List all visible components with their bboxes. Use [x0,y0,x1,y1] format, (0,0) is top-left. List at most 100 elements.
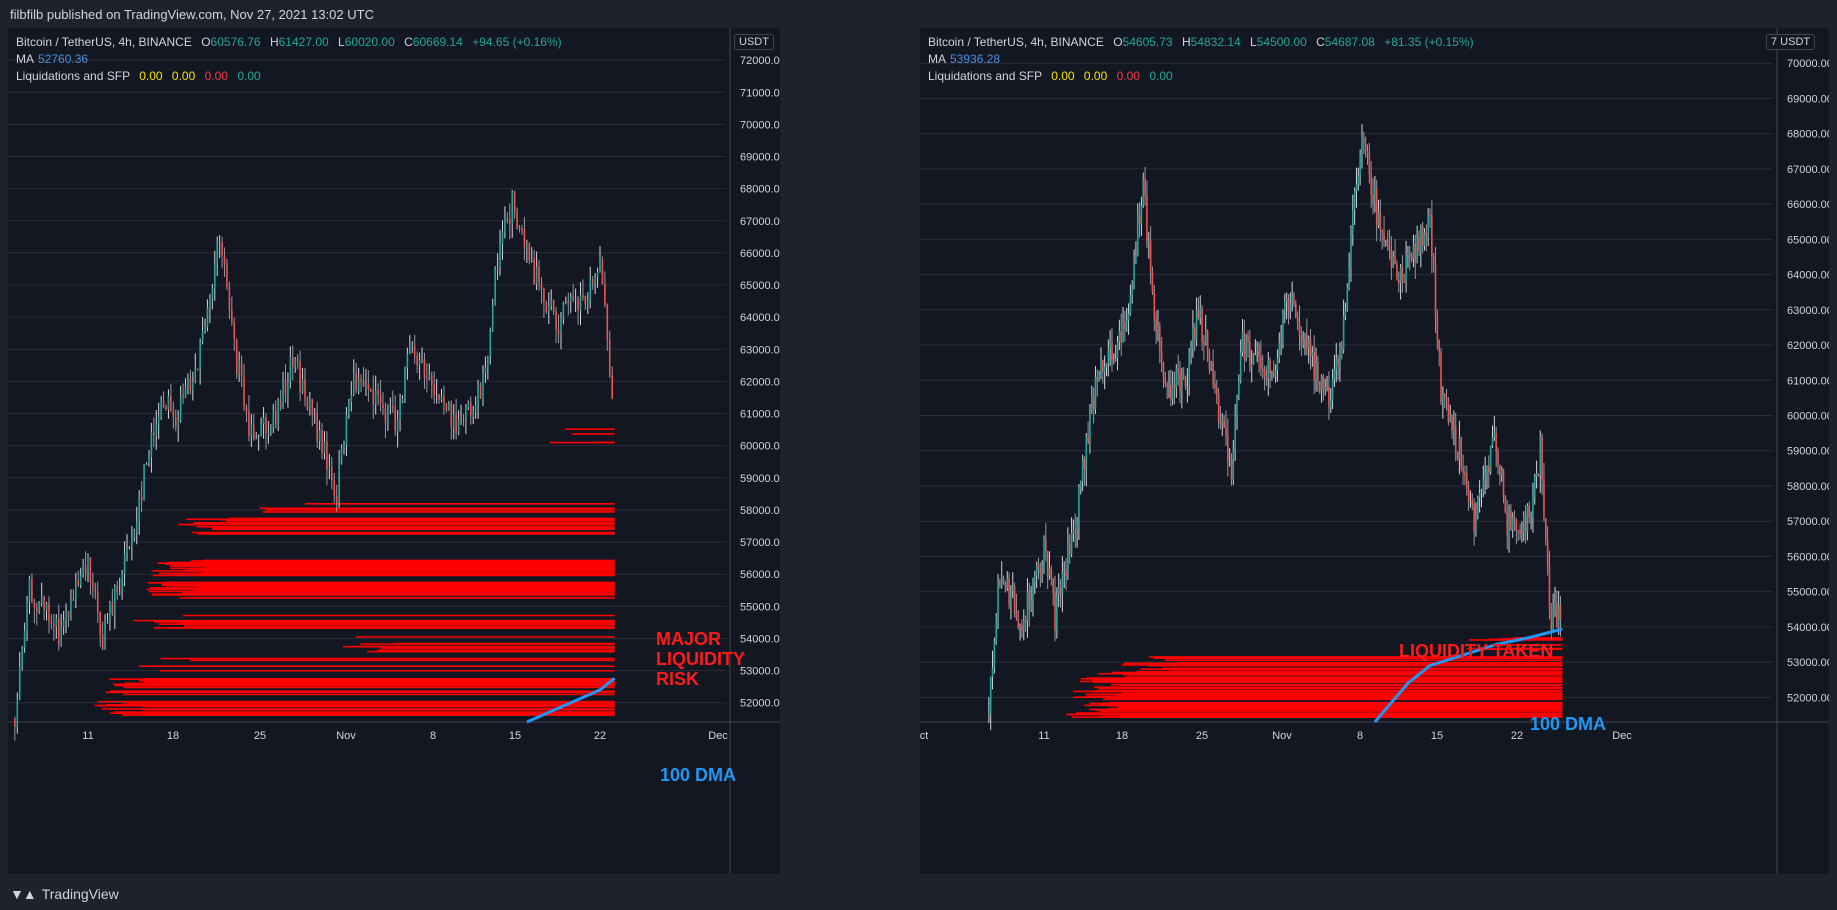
ma-100-line [1373,627,1563,723]
time-axis[interactable]: 11 18 25 Nov 8 15 22 Dec [82,730,728,742]
candles [988,123,1562,731]
ma-100-line [526,677,616,724]
chart-panel-left[interactable]: 72000.00 71000.00 70000.00 69000.00 68000.00… [8,28,780,874]
currency-label[interactable]: USDT [734,34,774,50]
legend-ma-row[interactable]: MA 52760.36 [16,51,562,68]
chart-canvas-right[interactable]: 70000.00 69000.00 68000.00 67000.00 66000.00… [920,28,1829,874]
annotation-liquidity-taken: LIQUIDITY TAKEN [1399,641,1554,661]
price-axis[interactable]: 70000.00 69000.00 68000.00 67000.00 66000.00… [1776,28,1829,874]
price-tick-label: 65000.00 [1787,234,1829,246]
price-tick-label: 68000.00 [740,184,780,196]
price-axis[interactable]: 72000.00 71000.00 70000.00 69000.00 68000.00… [729,28,780,874]
low-label: L [338,35,345,49]
tradingview-brand[interactable]: ▼▲ TradingView [10,886,119,902]
price-tick-label: 58000.00 [740,505,780,517]
price-tick-label: 56000.00 [740,569,780,581]
indicator-value-3: 0.00 [204,69,228,83]
tradingview-logo-icon: ▼▲ [10,886,37,902]
price-tick-label: 56000.00 [1787,551,1829,563]
indicator-value-1: 0.00 [139,69,163,83]
time-tick-label: 18 [167,730,179,742]
time-tick-label: 25 [254,730,266,742]
legend-indicator-row[interactable]: Liquidations and SFP 0.00 0.00 0.00 0.00 [16,68,562,85]
price-tick-label: 60000.00 [1787,411,1829,423]
time-axis[interactable]: ct 11 18 25 Nov 8 15 22 Dec [920,730,1632,742]
price-tick-label: 57000.00 [1787,516,1829,528]
high-label: H [1181,35,1191,49]
ma-label: MA [16,52,34,66]
price-tick-label: 63000.00 [740,344,780,356]
price-tick-label: 70000.00 [740,119,780,131]
ma-value: 53936.28 [950,52,1001,66]
liquidation-levels [94,428,615,716]
indicator-value-2: 0.00 [1083,69,1108,83]
time-tick-label: 11 [1038,730,1049,742]
indicator-label: Liquidations and SFP [16,69,130,83]
price-tick-label: 67000.00 [1787,164,1829,176]
price-tick-label: 69000.00 [1787,93,1829,105]
legend-ma-row[interactable]: MA 53936.28 [928,51,1474,68]
publish-text: filbfilb published on TradingView.com, N… [10,7,374,22]
time-tick-label: 15 [1431,730,1443,742]
symbol-title[interactable]: Bitcoin / TetherUS, 4h, BINANCE [928,35,1104,49]
price-tick-label: 53000.00 [740,666,780,678]
footer-bar: ▼▲ TradingView [0,878,1837,910]
price-tick-label: 69000.00 [740,152,780,164]
candles [14,189,613,741]
price-tick-label: 61000.00 [1787,375,1829,387]
chart-legend-right: Bitcoin / TetherUS, 4h, BINANCE O54605.7… [928,34,1474,85]
indicator-value-2: 0.00 [171,69,196,83]
price-tick-label: 62000.00 [740,376,780,388]
currency-label[interactable]: 7 USDT [1766,34,1816,50]
price-tick-label: 63000.00 [1787,305,1829,317]
price-tick-label: 72000.00 [740,55,780,67]
chart-canvas-left[interactable]: 72000.00 71000.00 70000.00 69000.00 68000.00… [8,28,780,874]
liquidation-levels [1066,637,1563,718]
close-label: C [404,35,413,49]
open-value: 54605.73 [1122,35,1173,49]
legend-indicator-row[interactable]: Liquidations and SFP 0.00 0.00 0.00 0.00 [928,68,1474,85]
annotation-100-dma: 100 DMA [660,765,737,785]
time-tick-label: Nov [336,730,356,742]
high-value: 54832.14 [1190,35,1241,49]
price-tick-label: 59000.00 [740,473,780,485]
open-label: O [1113,35,1123,49]
chart-panel-right[interactable]: 70000.00 69000.00 68000.00 67000.00 66000.00… [920,28,1829,874]
annotation-100-dma: 100 DMA [1530,714,1607,734]
low-value: 54500.00 [1256,35,1307,49]
price-tick-label: 59000.00 [1787,446,1829,458]
change-value: +94.65 (+0.16%) [472,35,562,49]
price-tick-label: 52000.00 [740,698,780,710]
symbol-title[interactable]: Bitcoin / TetherUS, 4h, BINANCE [16,35,192,49]
price-tick-label: 55000.00 [740,601,780,613]
time-tick-label: 22 [594,730,606,742]
price-tick-label: 55000.00 [1787,587,1829,599]
time-tick-label: 15 [509,730,521,742]
indicator-value-1: 0.00 [1051,69,1075,83]
price-tick-label: 64000.00 [1787,270,1829,282]
indicator-value-3: 0.00 [1116,69,1140,83]
price-tick-label: 64000.00 [740,312,780,324]
grid-lines [920,62,1773,698]
indicator-label: Liquidations and SFP [928,69,1042,83]
close-value: 60669.14 [412,35,463,49]
legend-ohlc-row: Bitcoin / TetherUS, 4h, BINANCE O60576.7… [16,34,562,51]
open-label: O [201,35,211,49]
low-label: L [1250,35,1257,49]
change-value: +81.35 (+0.15%) [1384,35,1474,49]
price-tick-label: 60000.00 [740,441,780,453]
price-tick-label: 52000.00 [1787,692,1829,704]
price-tick-label: 68000.00 [1787,129,1829,141]
close-label: C [1316,35,1325,49]
price-tick-label: 54000.00 [740,633,780,645]
chart-legend-left: Bitcoin / TetherUS, 4h, BINANCE O60576.7… [16,34,562,85]
price-tick-label: 70000.00 [1787,58,1829,70]
time-tick-label: ct [920,730,928,742]
price-tick-label: 61000.00 [740,409,780,421]
brand-label: TradingView [41,886,119,902]
ma-value: 52760.36 [38,52,89,66]
indicator-value-4: 0.00 [237,69,261,83]
price-tick-label: 53000.00 [1787,657,1829,669]
time-tick-label: Nov [1272,730,1292,742]
price-tick-label: 57000.00 [740,537,780,549]
